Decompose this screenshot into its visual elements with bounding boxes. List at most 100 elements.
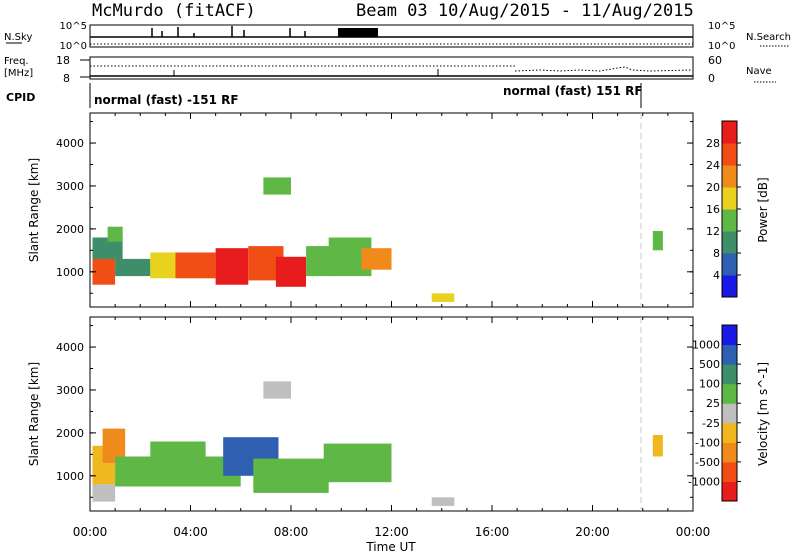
x-tick-label: 12:00 (374, 525, 409, 539)
nsky-label: N.Sky (4, 32, 32, 43)
freq-label: Freq. (4, 56, 29, 67)
x-axis-label: Time UT (365, 540, 416, 554)
x-tick-label: 00:00 (676, 525, 711, 539)
nsearch-tick-bottom: 10^0 (708, 41, 735, 52)
power-colorbar-tick-label: 16 (706, 203, 720, 216)
power-colorbar: 4 8 12 16 20 24 28 (706, 120, 741, 298)
velocity-y-tick-label: 1000 (56, 470, 84, 483)
power-colorbar-tick-label: 12 (706, 225, 720, 238)
power-y-label: Slant Range [km] (27, 158, 41, 262)
x-tick-label: 08:00 (274, 525, 309, 539)
velocity-colorbar-swatch (722, 422, 737, 443)
nsky-tick-top: 10^5 (60, 21, 87, 32)
velocity-colorbar-tick-label: 1000 (692, 339, 720, 352)
velocity-data-region (102, 428, 126, 463)
velocity-data-region (652, 435, 663, 457)
velocity-data-region (115, 456, 241, 487)
power-panel: 1000 2000 3000 4000 Slant Range [km] 4 8 12 16… (27, 112, 770, 308)
velocity-colorbar-swatch (722, 442, 737, 463)
power-data-region (215, 248, 249, 285)
velocity-colorbar-frame (721, 324, 738, 502)
power-colorbar-label: Power [dB] (756, 177, 770, 242)
velocity-colorbar-label: Velocity [m s^-1] (756, 362, 770, 466)
power-data-layer (92, 177, 663, 302)
velocity-data-region (150, 441, 206, 457)
freq-nave-trace (90, 65, 694, 77)
power-colorbar-tick-label: 28 (706, 137, 720, 150)
power-colorbar-swatch (722, 275, 737, 298)
power-colorbar-swatch (722, 187, 737, 210)
velocity-colorbar-tick-label: -500 (695, 456, 720, 469)
power-y-tick-label: 1000 (56, 266, 84, 279)
velocity-colorbar-tick-label: -1000 (688, 475, 720, 488)
power-colorbar-tick-label: 4 (713, 269, 720, 282)
velocity-colorbar-tick-label: 25 (706, 397, 720, 410)
cpid-label: CPID (6, 91, 35, 104)
power-data-region (652, 231, 663, 251)
velocity-colorbar-swatch (722, 481, 737, 502)
freq-tick-top: 18 (56, 54, 70, 67)
power-data-region (150, 252, 176, 279)
power-colorbar-swatch (722, 231, 737, 254)
velocity-colorbar-swatch (722, 403, 737, 424)
velocity-y-tick-label: 3000 (56, 384, 84, 397)
power-data-region (361, 248, 392, 270)
velocity-colorbar-tick-label: -25 (702, 417, 720, 430)
velocity-data-layer (92, 381, 663, 506)
power-data-region (431, 293, 455, 302)
velocity-colorbar-tick-label: -100 (695, 436, 720, 449)
velocity-colorbar-swatch (722, 325, 737, 346)
cpid-segment-1: normal (fast) -151 RF (94, 93, 239, 107)
nave-label: Nave (746, 66, 772, 77)
power-data-region (115, 258, 151, 277)
x-tick-label: 20:00 (575, 525, 610, 539)
velocity-colorbar-swatch (722, 383, 737, 404)
beam-date-title: Beam 03 10/Aug/2015 - 11/Aug/2015 (356, 1, 694, 21)
cpid-segment-2: normal (fast) 151 RF (503, 84, 643, 98)
velocity-data-region (263, 381, 291, 399)
velocity-colorbar: -1000 -500 -100 -25 25 100 500 1000 (688, 324, 741, 502)
power-colorbar-tick-label: 20 (706, 181, 720, 194)
power-y-tick-label: 3000 (56, 180, 84, 193)
velocity-colorbar-swatch (722, 364, 737, 385)
velocity-data-region (323, 443, 392, 483)
power-data-region (175, 252, 216, 279)
time-x-axis: 00:00 04:00 08:00 12:00 16:00 20:00 00:00 (73, 525, 711, 539)
power-colorbar-swatch (722, 253, 737, 276)
velocity-colorbar-tick-label: 500 (699, 358, 720, 371)
power-data-region (107, 226, 123, 242)
nave-tick-top: 60 (708, 54, 722, 67)
power-y-tick-label: 2000 (56, 223, 84, 236)
x-tick-label: 16:00 (475, 525, 510, 539)
power-colorbar-swatch (722, 143, 737, 166)
velocity-y-label: Slant Range [km] (27, 362, 41, 466)
station-title: McMurdo (fitACF) (92, 1, 256, 21)
nave-tick-bottom: 0 (708, 72, 715, 85)
velocity-data-region (431, 497, 455, 506)
velocity-colorbar-tick-label: 100 (699, 378, 720, 391)
power-colorbar-tick-label: 24 (706, 159, 720, 172)
nsearch-label: N.Search (746, 32, 791, 43)
power-y-axis: 1000 2000 3000 4000 (56, 113, 694, 307)
velocity-colorbar-swatch (722, 461, 737, 482)
velocity-y-tick-label: 4000 (56, 341, 84, 354)
x-tick-label: 04:00 (173, 525, 208, 539)
power-colorbar-swatch (722, 121, 737, 144)
velocity-data-region (92, 484, 116, 502)
velocity-y-axis: 1000 2000 3000 4000 (56, 317, 694, 511)
power-colorbar-tick-label: 8 (713, 247, 720, 260)
power-data-region (92, 237, 123, 259)
nsky-trace (90, 26, 693, 45)
power-data-region (92, 258, 116, 285)
power-data-region (275, 256, 306, 287)
power-y-tick-label: 4000 (56, 137, 84, 150)
x-tick-label: 00:00 (73, 525, 108, 539)
freq-panel-frame (89, 56, 694, 80)
nsky-panel-frame (89, 24, 694, 48)
nsearch-tick-top: 10^5 (708, 21, 735, 32)
power-colorbar-swatch (722, 209, 737, 232)
freq-unit: [MHz] (4, 68, 33, 79)
nsky-tick-bottom: 10^0 (60, 41, 87, 52)
